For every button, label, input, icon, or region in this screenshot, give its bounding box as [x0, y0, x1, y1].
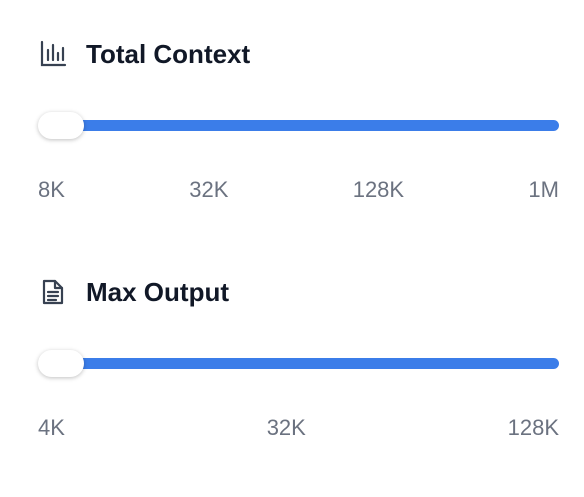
chart-icon — [40, 40, 67, 67]
tick-label: 32K — [266, 415, 306, 440]
tick-labels: 4K 32K 128K — [38, 413, 559, 443]
section-title: Total Context — [86, 39, 251, 69]
tick-label: 128K — [352, 177, 405, 202]
slider-thumb[interactable] — [38, 112, 84, 139]
total-context-section: Total Context 8K 32K 128K 1M — [0, 39, 584, 259]
document-icon — [42, 279, 64, 305]
tick-labels: 8K 32K 128K 1M — [38, 175, 559, 205]
tick-label: 4K — [38, 415, 65, 440]
max-output-section: Max Output 4K 32K 128K — [0, 277, 584, 497]
tick-label: 1M — [528, 177, 559, 202]
tick-label: 8K — [38, 177, 65, 202]
section-title: Max Output — [86, 277, 229, 307]
tick-label: 128K — [507, 415, 559, 440]
slider-track[interactable] — [40, 120, 559, 131]
tick-label: 32K — [189, 177, 229, 202]
slider-thumb[interactable] — [38, 350, 84, 377]
page: Total Context 8K 32K 128K 1M Max Output 4K 3… — [0, 39, 584, 440]
slider-track[interactable] — [40, 358, 559, 369]
